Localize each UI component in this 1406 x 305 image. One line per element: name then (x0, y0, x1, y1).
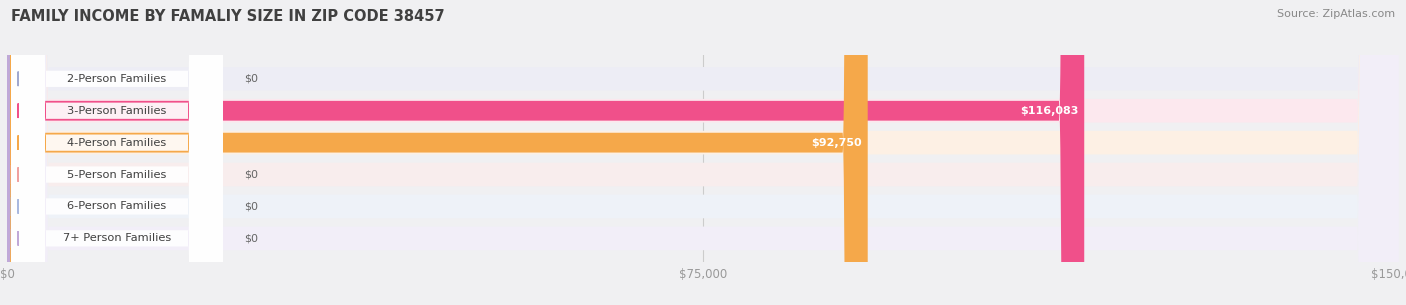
FancyBboxPatch shape (11, 0, 222, 305)
FancyBboxPatch shape (11, 0, 222, 305)
Text: $0: $0 (243, 233, 257, 243)
Text: $92,750: $92,750 (811, 138, 862, 148)
Text: FAMILY INCOME BY FAMALIY SIZE IN ZIP CODE 38457: FAMILY INCOME BY FAMALIY SIZE IN ZIP COD… (11, 9, 444, 24)
FancyBboxPatch shape (11, 0, 222, 305)
Text: $0: $0 (243, 202, 257, 211)
FancyBboxPatch shape (7, 0, 1399, 305)
Text: 2-Person Families: 2-Person Families (67, 74, 167, 84)
Text: Source: ZipAtlas.com: Source: ZipAtlas.com (1277, 9, 1395, 19)
Text: 3-Person Families: 3-Person Families (67, 106, 167, 116)
FancyBboxPatch shape (7, 0, 1399, 305)
FancyBboxPatch shape (7, 0, 868, 305)
FancyBboxPatch shape (7, 0, 1084, 305)
FancyBboxPatch shape (11, 0, 222, 305)
Text: 4-Person Families: 4-Person Families (67, 138, 167, 148)
Text: 5-Person Families: 5-Person Families (67, 170, 167, 180)
FancyBboxPatch shape (7, 0, 15, 305)
FancyBboxPatch shape (7, 0, 15, 305)
FancyBboxPatch shape (7, 0, 1399, 305)
FancyBboxPatch shape (7, 0, 1399, 305)
Text: 6-Person Families: 6-Person Families (67, 202, 167, 211)
FancyBboxPatch shape (11, 0, 222, 305)
FancyBboxPatch shape (11, 0, 222, 305)
Text: 7+ Person Families: 7+ Person Families (63, 233, 172, 243)
Text: $0: $0 (243, 170, 257, 180)
FancyBboxPatch shape (7, 0, 1399, 305)
FancyBboxPatch shape (7, 0, 1399, 305)
Text: $0: $0 (243, 74, 257, 84)
Text: $116,083: $116,083 (1021, 106, 1078, 116)
FancyBboxPatch shape (7, 0, 15, 305)
FancyBboxPatch shape (7, 0, 15, 305)
